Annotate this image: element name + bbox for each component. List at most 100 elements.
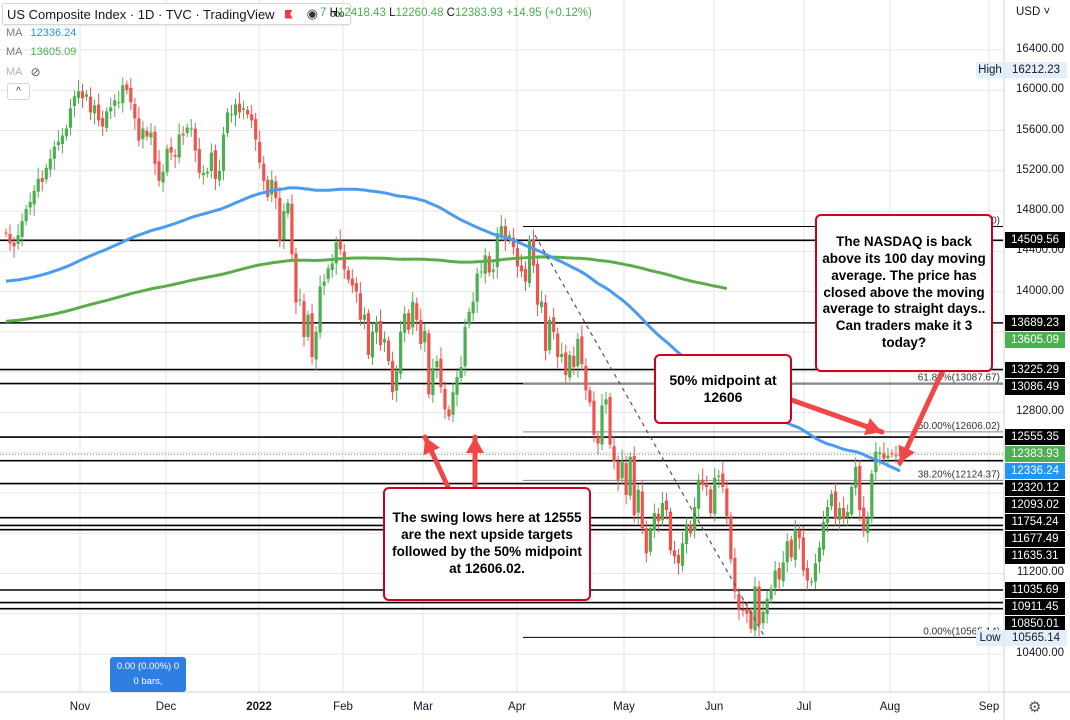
candle <box>177 134 181 158</box>
candle <box>527 239 532 284</box>
ma-legend-1[interactable]: MA 12336.24 <box>6 27 77 39</box>
candle <box>829 493 834 507</box>
candle <box>604 399 608 405</box>
more-options-icon[interactable]: ooo <box>329 8 345 20</box>
candle <box>463 326 467 367</box>
candle <box>821 522 826 550</box>
candle <box>684 525 689 545</box>
candle <box>612 446 616 462</box>
ma-legend-3[interactable]: MA ⊘ <box>6 65 41 79</box>
candle <box>193 128 197 151</box>
candle <box>258 142 262 163</box>
candle <box>302 301 306 337</box>
candle <box>761 611 765 624</box>
arrow-icon[interactable] <box>897 365 947 466</box>
candle <box>713 477 717 514</box>
candle <box>548 319 552 351</box>
arrow-icon[interactable] <box>783 395 885 436</box>
currency-selector[interactable]: USD ˅ <box>1016 6 1051 18</box>
candle <box>185 127 189 134</box>
candle <box>113 100 117 106</box>
midpoint-annotation[interactable]: 50% midpoint at 12606 <box>654 354 792 424</box>
candle <box>552 317 556 332</box>
candle <box>298 299 302 301</box>
candle <box>491 269 495 272</box>
swing-lows-annotation[interactable]: The swing lows here at 12555 are the nex… <box>383 487 591 601</box>
flag-icon[interactable] <box>284 9 293 19</box>
candle <box>225 112 230 133</box>
candle <box>370 331 375 358</box>
collapse-legend-button[interactable]: ^ <box>7 83 30 100</box>
candle <box>181 133 185 136</box>
candle <box>290 203 294 255</box>
candle <box>781 562 785 582</box>
candle <box>117 102 121 104</box>
candle <box>596 436 600 444</box>
candle <box>326 268 330 280</box>
fib-level-label: 38.20%(12124.37) <box>918 469 1000 480</box>
time-axis-label: Mar <box>413 701 433 713</box>
high-value-tag: 16212.23 <box>1005 62 1067 78</box>
candle <box>697 479 701 509</box>
candle <box>254 118 258 140</box>
candle <box>797 529 801 539</box>
candle <box>874 451 878 473</box>
settings-gear-icon[interactable]: ⚙ <box>1028 699 1042 716</box>
ma100-line[interactable] <box>5 186 901 473</box>
price-axis-label: 16000.00 <box>1016 83 1064 96</box>
hidden-eye-icon[interactable]: ⊘ <box>30 65 41 79</box>
price-level-tag: 10911.45 <box>1005 599 1065 615</box>
low-label: Low <box>976 630 1004 646</box>
candle <box>173 155 177 157</box>
candle <box>165 148 169 172</box>
symbol-legend[interactable]: US Composite Index · 1D · TVC · TradingV… <box>2 3 351 25</box>
ma-legend-2[interactable]: MA 13605.09 <box>6 46 77 58</box>
candle <box>109 107 113 112</box>
candle <box>237 103 242 113</box>
candle <box>495 233 499 268</box>
candle <box>749 611 753 629</box>
trend-line[interactable] <box>534 234 766 638</box>
candle <box>773 570 777 588</box>
price-level-tag: 11677.49 <box>1005 531 1065 548</box>
candle <box>531 239 536 266</box>
candle <box>439 358 443 388</box>
candle <box>825 507 830 523</box>
candle <box>149 132 153 138</box>
candle <box>680 543 685 566</box>
candle <box>390 361 395 393</box>
fib-level-label: 61.80%(13087.67) <box>918 372 1000 383</box>
price-axis-label: 15200.00 <box>1016 163 1064 176</box>
ma200-line[interactable] <box>5 255 728 323</box>
high-value: 12418.43 <box>337 7 386 19</box>
candle <box>878 452 882 455</box>
candle <box>628 456 632 496</box>
candle <box>241 108 246 110</box>
candle <box>20 221 24 237</box>
price-level-tag: 11635.31 <box>1005 548 1065 565</box>
candle <box>294 253 298 303</box>
time-axis-label: Jul <box>796 701 812 713</box>
candle <box>403 313 407 333</box>
candle <box>48 158 52 170</box>
eye-icon[interactable]: ◉ <box>306 6 318 21</box>
candle <box>342 251 346 270</box>
candle <box>479 271 483 273</box>
candle <box>105 111 109 129</box>
candle <box>866 519 870 533</box>
candle <box>44 167 48 180</box>
candle <box>467 311 471 325</box>
candle <box>656 513 660 522</box>
candle <box>632 455 636 516</box>
arrow-icon[interactable] <box>466 434 484 490</box>
arrow-icon[interactable] <box>422 434 451 490</box>
candle <box>652 513 656 531</box>
candle <box>16 235 20 244</box>
candle <box>12 242 16 247</box>
candle <box>676 554 681 564</box>
candle <box>354 283 358 292</box>
price-level-tag: 14509.56 <box>1005 232 1065 249</box>
candle <box>88 96 93 113</box>
nasdaq-annotation[interactable]: The NASDAQ is back above its 100 day mov… <box>815 214 993 372</box>
candle <box>169 147 173 153</box>
